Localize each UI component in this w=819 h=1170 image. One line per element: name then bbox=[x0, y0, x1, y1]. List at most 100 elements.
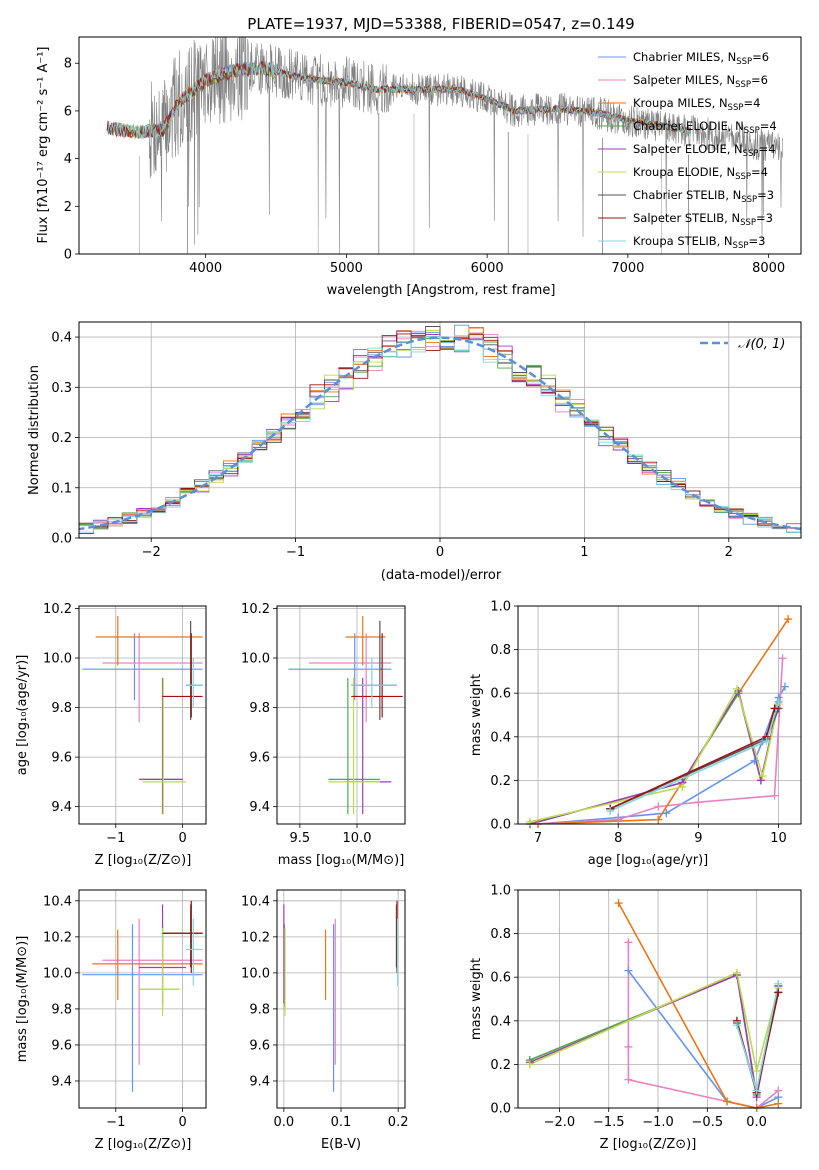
z-mass-xlabel: Z [log₁₀(Z/Z⊙)] bbox=[95, 1137, 192, 1152]
x-tick-label: 10.0 bbox=[343, 831, 372, 846]
plus-marker bbox=[774, 1099, 783, 1108]
plus-marker bbox=[784, 615, 793, 624]
plus-marker bbox=[774, 697, 783, 706]
plus-marker bbox=[624, 938, 633, 947]
axes-frame bbox=[78, 605, 207, 825]
histogram-kroupa_stelib bbox=[79, 336, 801, 534]
ebv-mass-panel: 0.0 0.1 0.2 9.4 9.6 9.8 10.0 10.2 10.4 bbox=[241, 889, 409, 1130]
plus-marker bbox=[774, 979, 783, 988]
legend-label: 𝒩(0, 1) bbox=[738, 337, 785, 352]
y-tick-label: 0.4 bbox=[490, 1014, 511, 1029]
axes-frame bbox=[517, 889, 802, 1109]
plus-marker bbox=[756, 776, 765, 785]
z-weight-ylabel: mass weight bbox=[469, 958, 484, 1040]
y-tick-label: 2 bbox=[64, 200, 72, 215]
plot-area bbox=[79, 324, 801, 536]
x-tick-label: 2 bbox=[725, 545, 733, 560]
y-tick-label: 9.6 bbox=[51, 1038, 72, 1053]
y-tick-label: 9.8 bbox=[51, 701, 72, 716]
legend-label: Chabrier STELIB, NSSP=3 bbox=[633, 188, 774, 205]
y-tick-label: 6 bbox=[64, 104, 72, 119]
plus-marker bbox=[752, 1066, 761, 1075]
plus-marker bbox=[678, 782, 687, 791]
x-tick-label: −0.5 bbox=[692, 1115, 724, 1130]
plus-marker bbox=[762, 737, 771, 746]
model-spectrum-chabrier_stelib bbox=[106, 61, 691, 140]
spectrum-legend: Chabrier MILES, NSSP=6 Salpeter MILES, NS… bbox=[598, 50, 777, 251]
plus-marker bbox=[624, 1042, 633, 1051]
plus-marker bbox=[750, 756, 759, 765]
plus-marker bbox=[662, 809, 671, 818]
y-tick-label: 9.4 bbox=[249, 1074, 270, 1089]
y-tick-label: 0.6 bbox=[490, 687, 511, 702]
plus-marker bbox=[525, 1060, 534, 1069]
x-tick-label: 0 bbox=[178, 831, 186, 846]
series-line bbox=[529, 971, 780, 1072]
plot-area bbox=[82, 900, 203, 1092]
plus-marker bbox=[770, 791, 779, 800]
y-tick-label: 10.0 bbox=[43, 652, 72, 667]
age-weight-xlabel: age [log₁₀(age/yr)] bbox=[588, 853, 709, 868]
y-tick-label: 10.0 bbox=[43, 966, 72, 981]
plus-marker bbox=[614, 815, 623, 824]
ebv-mass-xlabel: E(B-V) bbox=[321, 1137, 361, 1152]
y-tick-label: 0.2 bbox=[51, 431, 72, 446]
series-line bbox=[529, 691, 780, 824]
y-tick-label: 10.4 bbox=[241, 894, 270, 909]
legend-label: Salpeter STELIB, NSSP=3 bbox=[633, 211, 773, 228]
y-tick-label: 0.8 bbox=[490, 927, 511, 942]
plus-marker bbox=[780, 682, 789, 691]
y-tick-label: 9.6 bbox=[249, 751, 270, 766]
y-tick-label: 10.2 bbox=[241, 930, 270, 945]
z-weight-xlabel: Z [log₁₀(Z/Z⊙)] bbox=[600, 1137, 697, 1152]
series-line bbox=[609, 708, 776, 810]
plus-marker bbox=[732, 684, 741, 693]
plus-marker bbox=[654, 802, 663, 811]
plus-marker bbox=[778, 654, 787, 663]
y-tick-label: 10.0 bbox=[241, 966, 270, 981]
x-tick-label: 10 bbox=[770, 831, 787, 846]
x-tick-label: 0.2 bbox=[388, 1115, 409, 1130]
axes-frame bbox=[276, 889, 406, 1109]
plus-marker bbox=[732, 1021, 741, 1030]
y-tick-label: 0.6 bbox=[490, 971, 511, 986]
plot-area bbox=[288, 615, 403, 815]
y-tick-label: 10.4 bbox=[43, 894, 72, 909]
residuals-legend: 𝒩(0, 1) bbox=[700, 337, 785, 352]
plot-area bbox=[82, 615, 203, 815]
plus-marker bbox=[752, 1086, 761, 1095]
spectrum-ylabel: Flux [fλ10⁻¹⁷ erg cm⁻² s⁻¹ A⁻¹] bbox=[36, 47, 51, 244]
age-weight-panel: 7 8 9 10 0.0 0.2 0.4 0.6 0.8 1.0 bbox=[490, 600, 802, 846]
y-tick-label: 9.6 bbox=[51, 751, 72, 766]
y-tick-label: 0.2 bbox=[490, 1058, 511, 1073]
y-tick-label: 10.2 bbox=[43, 930, 72, 945]
y-tick-label: 0.0 bbox=[490, 1102, 511, 1117]
axes-frame bbox=[276, 605, 406, 825]
y-tick-label: 0.3 bbox=[51, 381, 72, 396]
x-tick-label: 4000 bbox=[189, 261, 222, 276]
x-tick-label: −1 bbox=[286, 545, 305, 560]
y-tick-label: 0.8 bbox=[490, 643, 511, 658]
y-tick-label: 0.4 bbox=[490, 730, 511, 745]
plus-marker bbox=[624, 1075, 633, 1084]
plus-marker bbox=[723, 1097, 732, 1106]
y-tick-label: 0.0 bbox=[490, 818, 511, 833]
x-tick-label: 1 bbox=[580, 545, 588, 560]
y-tick-label: 9.4 bbox=[249, 800, 270, 815]
series-line bbox=[609, 708, 780, 810]
legend-label: Salpeter ELODIE, NSSP=4 bbox=[633, 142, 776, 159]
axes-frame bbox=[517, 605, 802, 825]
model-spectrum-salpeter_stelib bbox=[106, 60, 692, 139]
legend-label: Chabrier MILES, NSSP=6 bbox=[633, 50, 769, 67]
axes-frame bbox=[78, 889, 207, 1109]
x-tick-label: 9 bbox=[694, 831, 702, 846]
x-tick-label: 6000 bbox=[471, 261, 504, 276]
x-tick-label: 0 bbox=[436, 545, 444, 560]
y-tick-label: 9.6 bbox=[249, 1038, 270, 1053]
plus-marker bbox=[774, 1086, 783, 1095]
series-line bbox=[537, 686, 786, 824]
series-line bbox=[529, 686, 780, 823]
x-tick-label: 5000 bbox=[330, 261, 363, 276]
x-tick-label: 0.0 bbox=[274, 1115, 295, 1130]
